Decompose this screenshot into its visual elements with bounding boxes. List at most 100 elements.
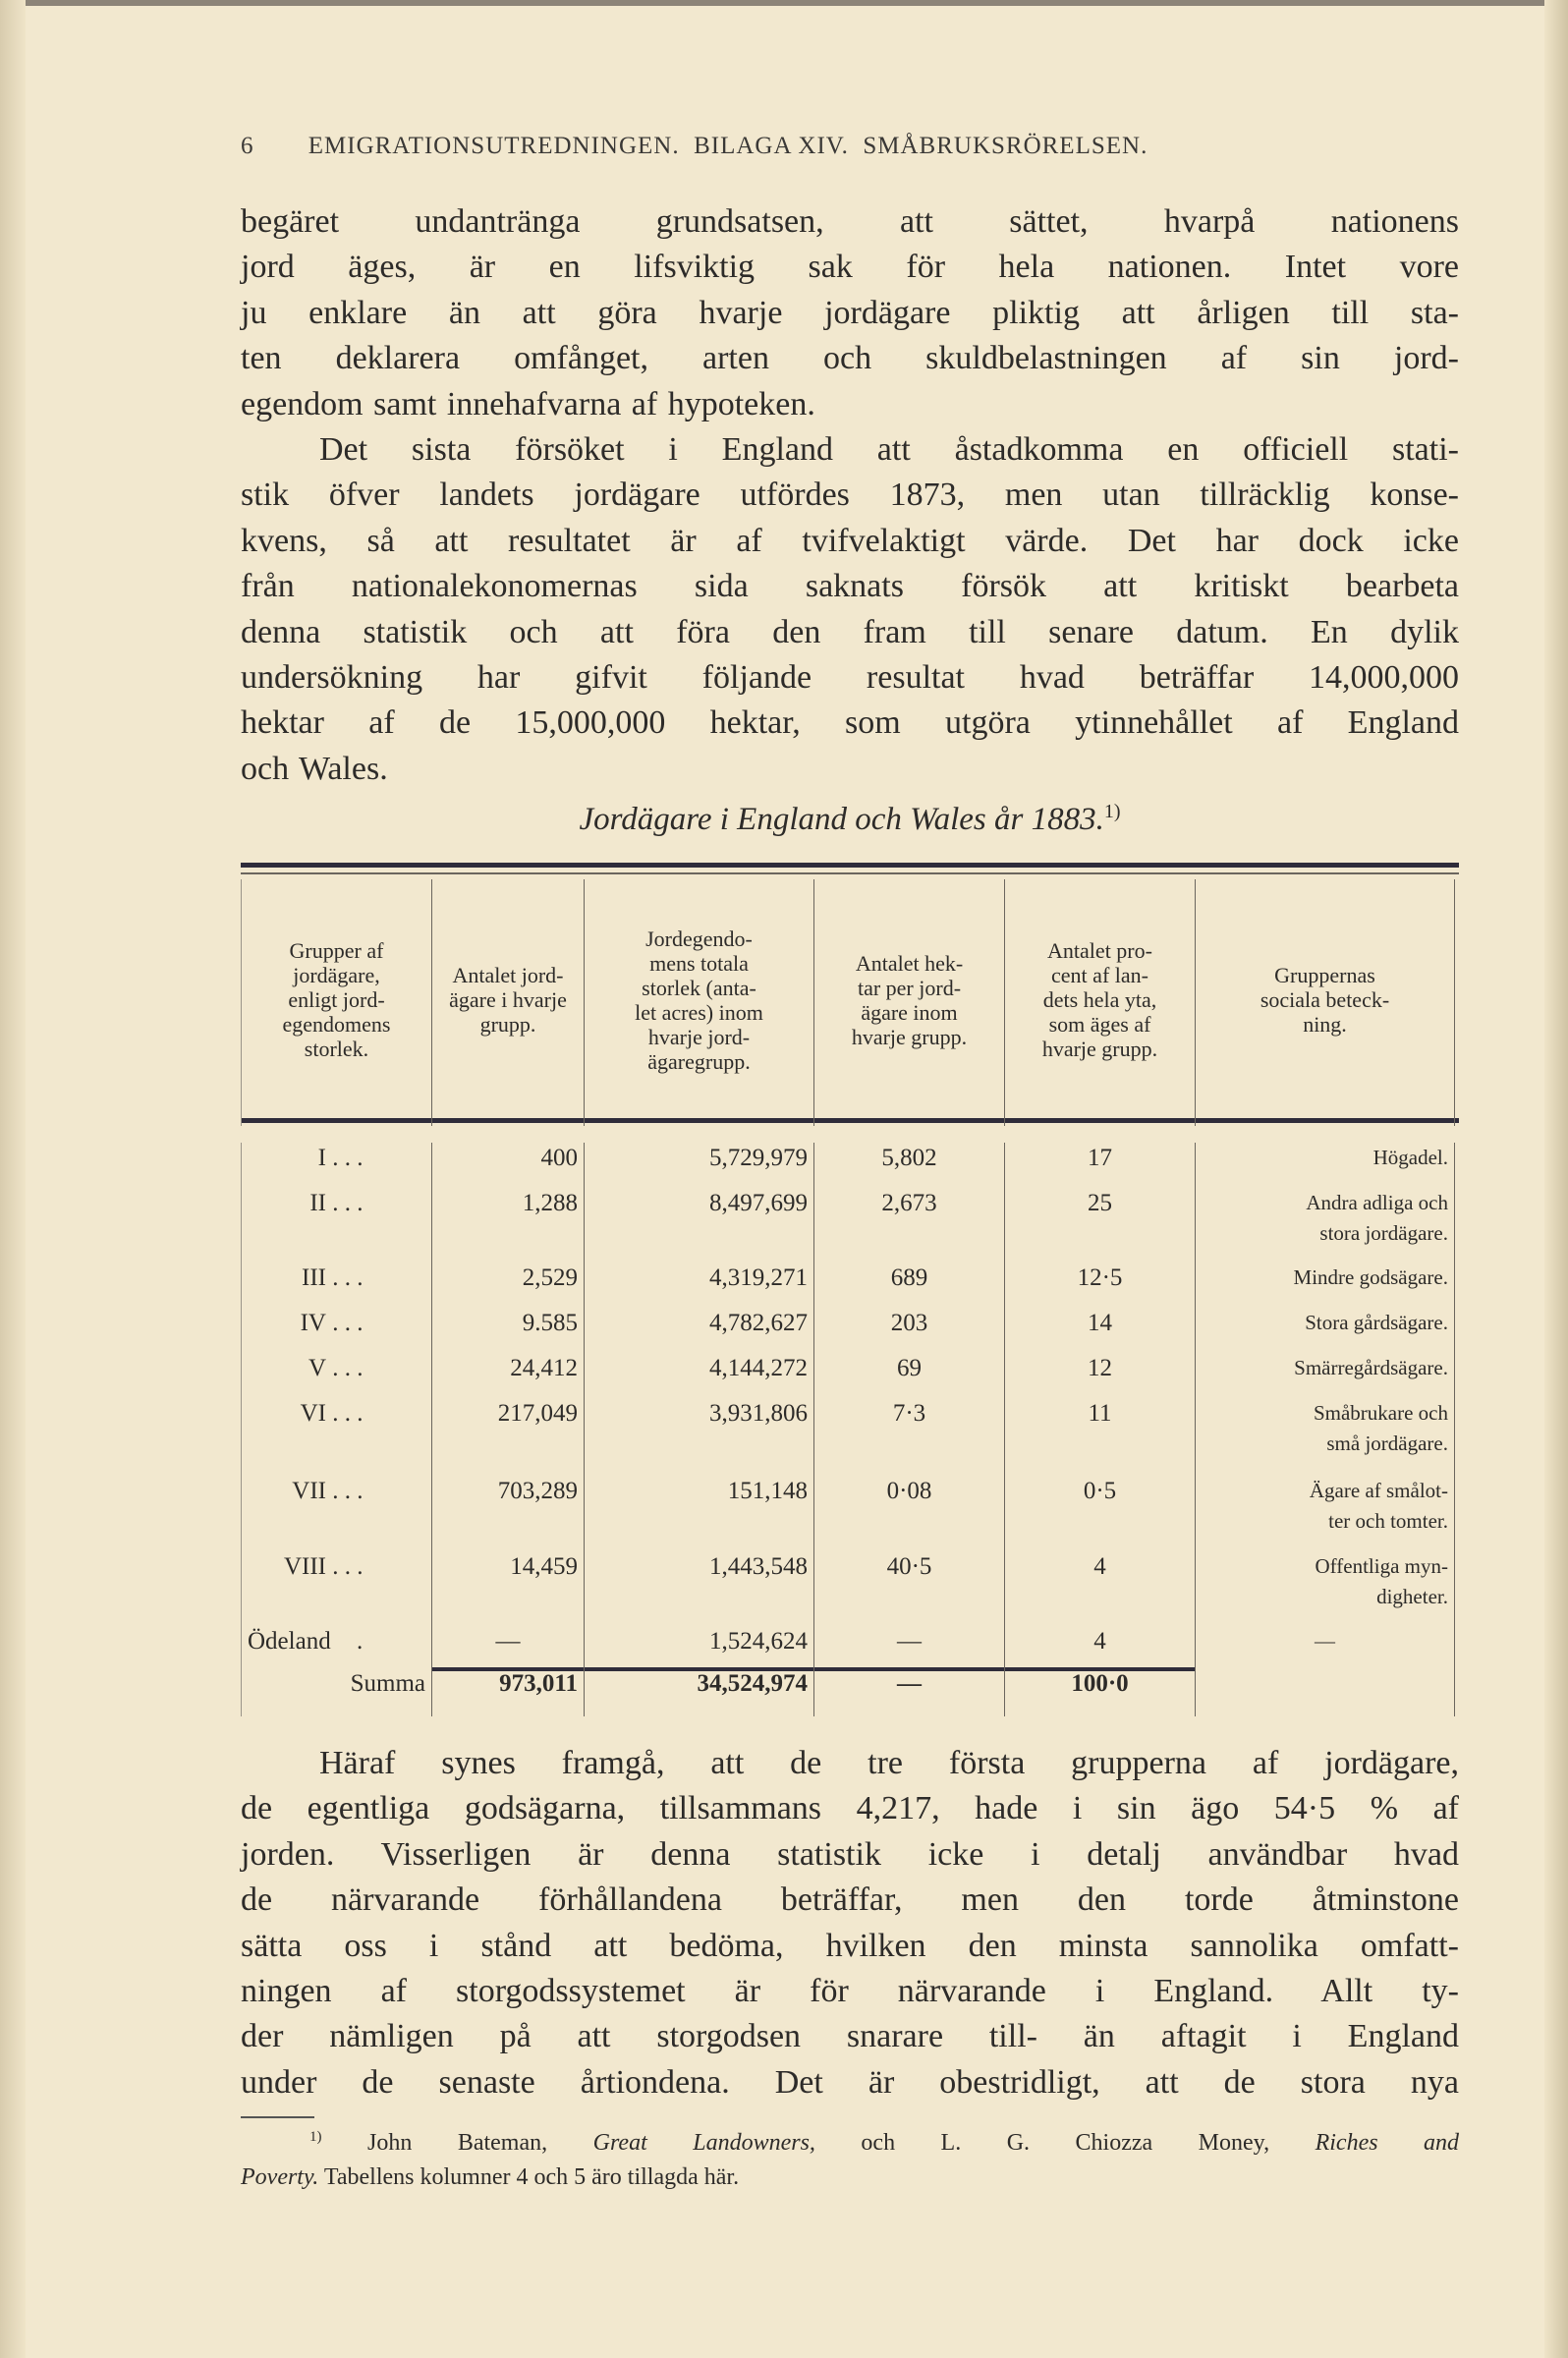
- cell-percent: 4: [1004, 1551, 1196, 1626]
- text-line: jorden. Visserligen är denna statistik i…: [241, 1835, 1459, 1873]
- text-line: de närvarande förhållandena beträffar, m…: [241, 1881, 1459, 1919]
- footnote-note: Tabellens kolumner 4 och 5 äro tillagda …: [323, 2164, 740, 2190]
- footnote-author: John Bateman,: [367, 2130, 548, 2156]
- leader-dot: .: [356, 1628, 364, 1655]
- cell-owners: 2,529: [431, 1263, 585, 1308]
- cell-owners: —: [431, 1626, 585, 1668]
- header-acres: Jordegendo- mens totala storlek (anta- l…: [584, 879, 814, 1120]
- table-row: IV . . . 9.585 4,782,627 203 14 Stora gårdsäg…: [241, 1308, 1455, 1353]
- footnote-title-2-end: Poverty.: [241, 2164, 319, 2190]
- text-line: denna statistik och att föra den fram ti…: [241, 613, 1459, 650]
- header-hectares-per-owner: Antalet hek- tar per jord- ägare inom hv…: [813, 879, 1005, 1120]
- group-label: V: [308, 1355, 326, 1381]
- footnote-title-1: Great Landowners,: [592, 2130, 815, 2156]
- group-label: IV: [300, 1310, 326, 1336]
- cell-hectares-per-owner: 689: [813, 1263, 1005, 1308]
- cell-social: —: [1195, 1626, 1455, 1668]
- table-caption-text: Jordägare i England och Wales år 1883.: [579, 802, 1104, 837]
- group-label: II: [309, 1190, 326, 1216]
- landowners-table-body: I . . . 400 5,729,979 5,802 17 Högadel. II . .…: [241, 1143, 1455, 1716]
- paragraph-2: Det sista försöket i England att åstadko…: [241, 427, 1459, 792]
- footnote-title-2: Riches and: [1315, 2130, 1460, 2156]
- cell-social: Andra adliga och stora jordägare.: [1195, 1188, 1455, 1263]
- cell-owners: 14,459: [431, 1551, 585, 1626]
- text-line: sätta oss i stånd att bedöma, hvilken de…: [241, 1927, 1459, 1964]
- text-line: ningen af storgodssystemet är för närvar…: [241, 1972, 1459, 2009]
- total-hectares-per-owner: —: [813, 1668, 1005, 1716]
- table-row: I . . . 400 5,729,979 5,802 17 Högadel.: [241, 1143, 1455, 1188]
- cell-owners: 217,049: [431, 1398, 585, 1476]
- cell-hectares-per-owner: 5,802: [813, 1143, 1005, 1188]
- table-row: V . . . 24,412 4,144,272 69 12 Smärregårdsäga…: [241, 1353, 1455, 1398]
- text-line: de egentliga godsägarna, tillsammans 4,2…: [241, 1790, 1459, 1827]
- cell-percent: 17: [1004, 1143, 1196, 1188]
- total-social: [1195, 1668, 1455, 1716]
- text-line: Det sista försöket i England att åstadko…: [319, 431, 1459, 468]
- cell-hectares-per-owner: 203: [813, 1308, 1005, 1353]
- group-label: Ödeland: [248, 1628, 331, 1655]
- text-line: jord äges, är en lifsviktig sak för hela…: [241, 249, 1459, 286]
- page-top-edge: [0, 0, 1568, 6]
- cell-group: Ödeland .: [241, 1626, 432, 1668]
- table-row: VII . . . 703,289 151,148 0·08 0·5 Ägare af s…: [241, 1476, 1455, 1551]
- header-group: Grupper af jordägare, enligt jord- egend…: [241, 879, 432, 1120]
- table-header-row: Grupper af jordägare, enligt jord- egend…: [241, 879, 1455, 1120]
- table-row: III . . . 2,529 4,319,271 689 12·5 Mindre god…: [241, 1263, 1455, 1308]
- cell-social: Högadel.: [1195, 1143, 1455, 1188]
- cell-social: Smärregårdsägare.: [1195, 1353, 1455, 1398]
- cell-owners: 400: [431, 1143, 585, 1188]
- leader-dots: . . .: [332, 1553, 364, 1580]
- header-percent: Antalet pro- cent af lan- dets hela yta,…: [1004, 879, 1196, 1120]
- cell-owners: 1,288: [431, 1188, 585, 1263]
- cell-percent: 25: [1004, 1188, 1196, 1263]
- leader-dots: . . .: [332, 1264, 364, 1291]
- footnote: 1) John Bateman, Great Landowners, och L…: [241, 2120, 1459, 2195]
- cell-owners: 703,289: [431, 1476, 585, 1551]
- table-top-rule-thick: [241, 863, 1459, 868]
- page-left-edge: [0, 0, 26, 2358]
- table-row: VI . . . 217,049 3,931,806 7·3 11 Småbrukare …: [241, 1398, 1455, 1476]
- footnote-text: och L. G. Chiozza Money,: [861, 2130, 1270, 2156]
- running-title: EMIGRATIONSUTREDNINGEN. BILAGA XIV. SMÅB…: [308, 133, 1148, 159]
- cell-percent: 0·5: [1004, 1476, 1196, 1551]
- text-line: undersökning har gifvit följande resulta…: [241, 658, 1459, 696]
- leader-dots: . . .: [332, 1145, 364, 1171]
- footnote-rule: [241, 2116, 314, 2118]
- cell-social: Offentliga myn- digheter.: [1195, 1551, 1455, 1626]
- text-line: egendom samt innehafvarna af hypoteken.: [241, 385, 815, 422]
- cell-percent: 12: [1004, 1353, 1196, 1398]
- cell-group: VI . . .: [241, 1398, 432, 1476]
- cell-acres: 5,729,979: [584, 1143, 814, 1188]
- text-line: ju enklare än att göra hvarje jordägare …: [241, 294, 1459, 331]
- group-label: I: [317, 1145, 326, 1171]
- cell-hectares-per-owner: 0·08: [813, 1476, 1005, 1551]
- cell-group: II . . .: [241, 1188, 432, 1263]
- header-social: Gruppernas sociala beteck- ning.: [1195, 879, 1455, 1120]
- paragraph-3: Häraf synes framgå, att de tre första gr…: [241, 1741, 1459, 2105]
- leader-dots: . . .: [332, 1310, 364, 1336]
- text-line: Häraf synes framgå, att de tre första gr…: [319, 1745, 1459, 1781]
- table-row: II . . . 1,288 8,497,699 2,673 25 Andra adlig…: [241, 1188, 1455, 1263]
- table-caption: Jordägare i England och Wales år 1883.1): [241, 801, 1459, 838]
- text-line: från nationalekonomernas sida saknats fö…: [241, 568, 1459, 605]
- cell-owners: 9.585: [431, 1308, 585, 1353]
- cell-social: Mindre godsägare.: [1195, 1263, 1455, 1308]
- cell-group: III . . .: [241, 1263, 432, 1308]
- text-line: under de senaste årtiondena. Det är obes…: [241, 2063, 1459, 2101]
- total-percent: 100·0: [1004, 1668, 1196, 1716]
- text-line: hektar af de 15,000,000 hektar, som utgö…: [241, 704, 1459, 742]
- leader-dots: . . .: [332, 1478, 364, 1504]
- cell-acres: 8,497,699: [584, 1188, 814, 1263]
- table-top-rule-thin: [241, 872, 1459, 874]
- paragraph-1: begäret undantränga grundsatsen, att sät…: [241, 199, 1459, 427]
- group-label: III: [302, 1264, 326, 1291]
- cell-hectares-per-owner: 7·3: [813, 1398, 1005, 1476]
- total-acres: 34,524,974: [584, 1668, 814, 1716]
- footnote-number: 1): [309, 2129, 322, 2145]
- cell-group: VIII . . .: [241, 1551, 432, 1626]
- cell-percent: 11: [1004, 1398, 1196, 1476]
- table-row: VIII . . . 14,459 1,443,548 40·5 4 Offentliga…: [241, 1551, 1455, 1626]
- group-label: VI: [300, 1400, 326, 1427]
- leader-dots: . . .: [332, 1400, 364, 1427]
- text-line: och Wales.: [241, 750, 388, 787]
